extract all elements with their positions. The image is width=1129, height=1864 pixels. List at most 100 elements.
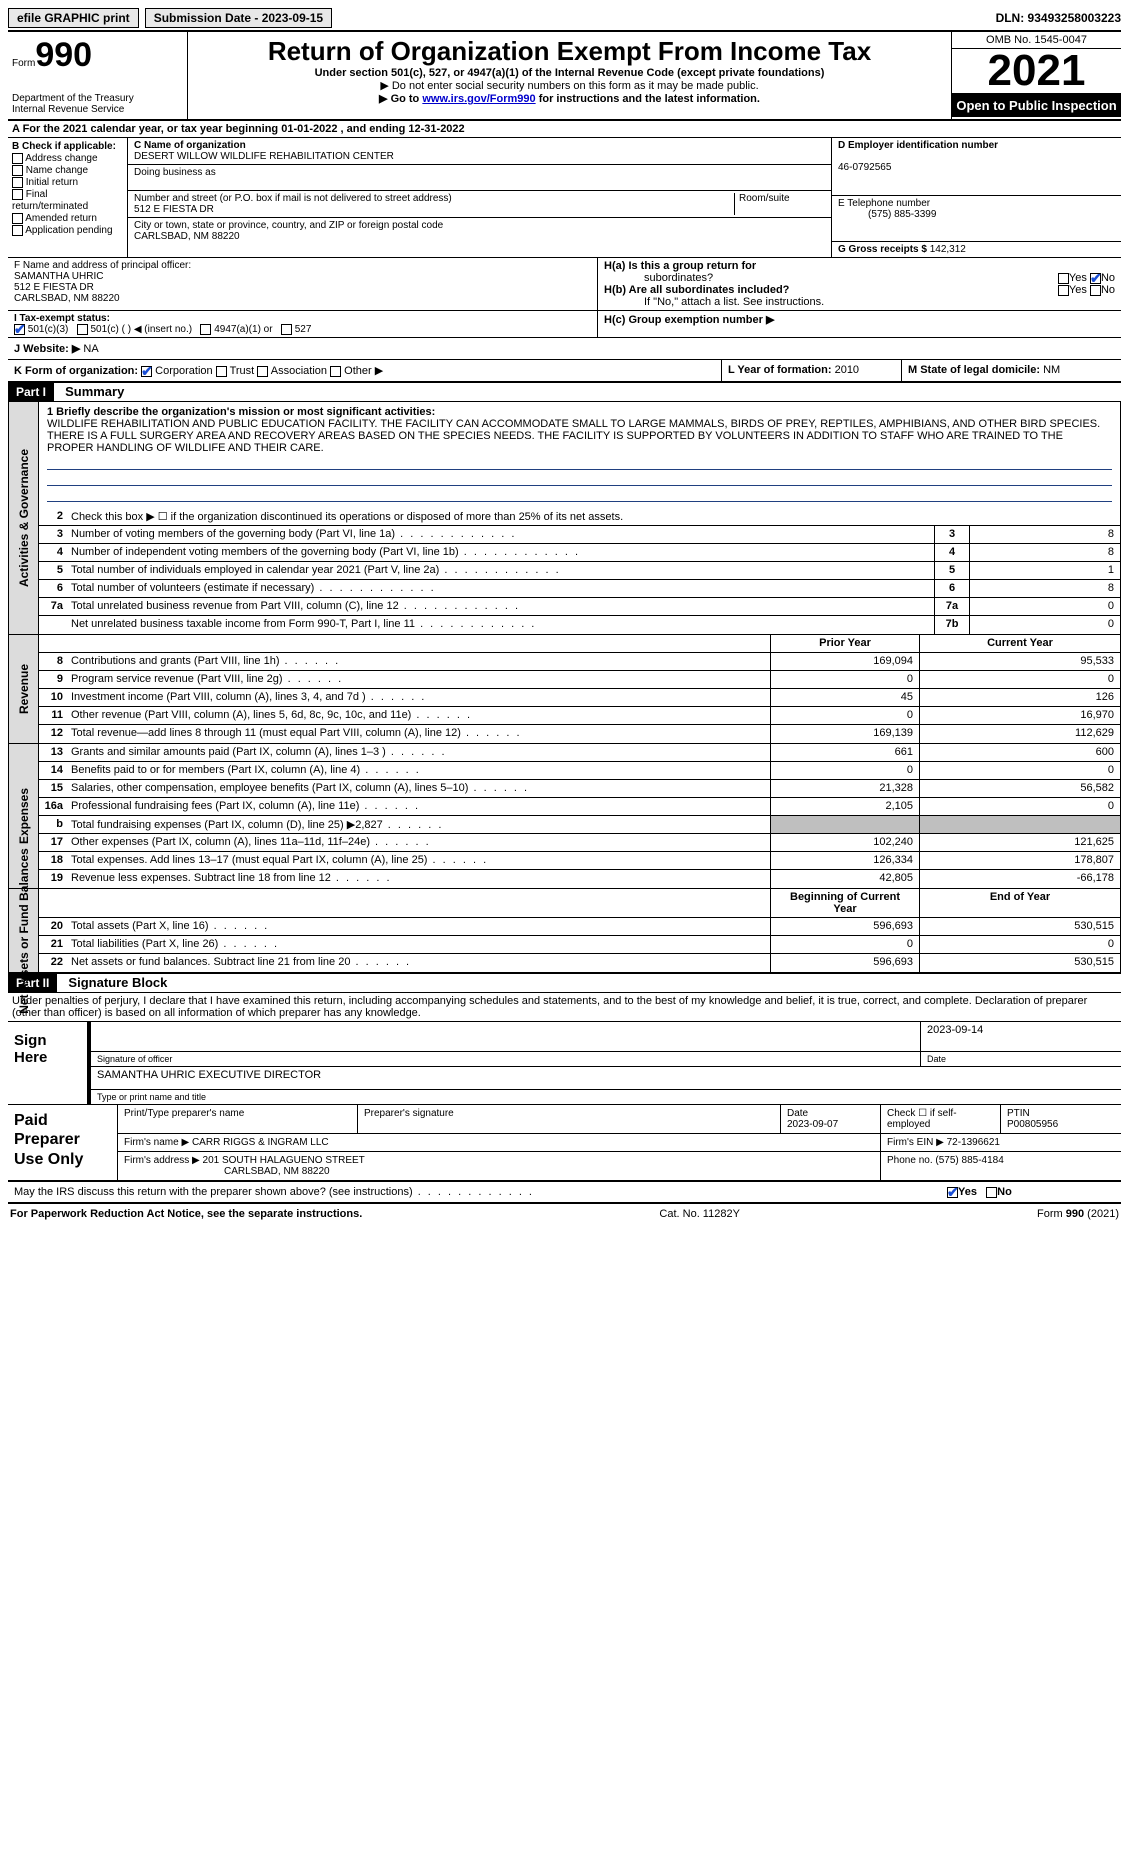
- firm-addr-label: Firm's address ▶: [124, 1155, 200, 1166]
- checkbox-501c[interactable]: [77, 324, 88, 335]
- side-revenue: Revenue: [9, 635, 39, 743]
- checkbox-app-pending[interactable]: [12, 225, 23, 236]
- footer-left: For Paperwork Reduction Act Notice, see …: [10, 1208, 362, 1220]
- lbl-trust: Trust: [230, 365, 255, 377]
- sign-here-label: Sign Here: [8, 1022, 88, 1104]
- side-exp-label: Expenses: [17, 788, 31, 844]
- side-gov-label: Activities & Governance: [17, 449, 31, 587]
- header-right: OMB No. 1545-0047 2021 Open to Public In…: [951, 32, 1121, 119]
- checkbox-trust[interactable]: [216, 366, 227, 377]
- footer-mid: Cat. No. 11282Y: [659, 1208, 740, 1220]
- ein-label: D Employer identification number: [838, 140, 998, 151]
- section-h: H(a) Is this a group return for subordin…: [598, 258, 1121, 310]
- efile-print-button[interactable]: efile GRAPHIC print: [8, 8, 139, 28]
- row-i-label: I Tax-exempt status:: [14, 313, 110, 324]
- table-row: 5Total number of individuals employed in…: [39, 562, 1120, 580]
- prep-date-header: Date: [787, 1108, 808, 1119]
- form-title: Return of Organization Exempt From Incom…: [192, 36, 947, 67]
- table-row: Net unrelated business taxable income fr…: [39, 616, 1120, 634]
- row-j: J Website: ▶ NA: [8, 338, 1121, 360]
- checkbox-corp[interactable]: [141, 366, 152, 377]
- col-begin-year: Beginning of Current Year: [770, 889, 920, 917]
- checkbox-amended-return[interactable]: [12, 213, 23, 224]
- lbl-name-change: Name change: [26, 165, 88, 176]
- lbl-501c3: 501(c)(3): [28, 324, 69, 335]
- website-value: NA: [83, 343, 98, 355]
- firm-phone: (575) 885-4184: [935, 1155, 1003, 1166]
- prep-selfemp: Check ☐ if self-employed: [881, 1105, 1001, 1133]
- checkbox-final-return[interactable]: [12, 189, 23, 200]
- table-row: 11Other revenue (Part VIII, column (A), …: [39, 707, 1120, 725]
- declaration-text: Under penalties of perjury, I declare th…: [8, 993, 1121, 1022]
- col-current-year: Current Year: [920, 635, 1120, 652]
- checkbox-501c3[interactable]: [14, 324, 25, 335]
- dln: DLN: 93493258003223: [996, 11, 1121, 25]
- header-left: Form990 Department of the Treasury Inter…: [8, 32, 188, 119]
- form-of-org: K Form of organization: Corporation Trus…: [8, 360, 721, 381]
- footer-right: Form 990 (2021): [1037, 1208, 1119, 1220]
- goto-post: for instructions and the latest informat…: [536, 93, 760, 105]
- row-a-tax-year: A For the 2021 calendar year, or tax yea…: [8, 121, 1121, 138]
- ha-yes-checkbox[interactable]: [1058, 273, 1069, 284]
- table-row: 19Revenue less expenses. Subtract line 1…: [39, 870, 1120, 888]
- table-row: 3Number of voting members of the governi…: [39, 526, 1120, 544]
- checkbox-4947[interactable]: [200, 324, 211, 335]
- form-header: Form990 Department of the Treasury Inter…: [8, 32, 1121, 121]
- lbl-initial-return: Initial return: [26, 177, 78, 188]
- page-footer: For Paperwork Reduction Act Notice, see …: [8, 1204, 1121, 1224]
- net-header-row: Beginning of Current Year End of Year: [39, 889, 1120, 918]
- expenses-body: 13Grants and similar amounts paid (Part …: [39, 744, 1120, 888]
- section-bcd: B Check if applicable: Address change Na…: [8, 138, 1121, 258]
- dept-treasury: Department of the Treasury: [12, 93, 183, 104]
- ein: 46-0792565: [838, 162, 891, 173]
- discuss-no-checkbox[interactable]: [986, 1187, 997, 1198]
- form-subtitle: Under section 501(c), 527, or 4947(a)(1)…: [192, 67, 947, 79]
- lbl-app-pending: Application pending: [25, 225, 112, 236]
- revenue-section: Revenue Prior Year Current Year 8Contrib…: [8, 635, 1121, 744]
- prep-date: 2023-09-07: [787, 1119, 838, 1130]
- ha-yes: Yes: [1069, 272, 1087, 284]
- firm-name-label: Firm's name ▶: [124, 1137, 189, 1148]
- checkbox-527[interactable]: [281, 324, 292, 335]
- column-b: B Check if applicable: Address change Na…: [8, 138, 128, 257]
- form-number: 990: [35, 36, 92, 74]
- table-row: 15Salaries, other compensation, employee…: [39, 780, 1120, 798]
- gross-receipts: 142,312: [930, 244, 966, 255]
- table-row: 8Contributions and grants (Part VIII, li…: [39, 653, 1120, 671]
- col-prior-year: Prior Year: [770, 635, 920, 652]
- signature-block: Under penalties of perjury, I declare th…: [8, 993, 1121, 1204]
- table-row: 10Investment income (Part VIII, column (…: [39, 689, 1120, 707]
- firm-addr1: 201 SOUTH HALAGUENO STREET: [203, 1155, 365, 1166]
- ha-no-checkbox[interactable]: [1090, 273, 1101, 284]
- preparer-block: Paid Preparer Use Only Print/Type prepar…: [8, 1105, 1121, 1182]
- part-1-title: Summary: [57, 384, 124, 399]
- officer-name: SAMANTHA UHRIC: [14, 271, 103, 282]
- preparer-body: Print/Type preparer's name Preparer's si…: [118, 1105, 1121, 1180]
- table-row: 6Total number of volunteers (estimate if…: [39, 580, 1120, 598]
- revenue-header-row: Prior Year Current Year: [39, 635, 1120, 653]
- mission-line2: [47, 472, 1112, 486]
- tax-year: 2021: [952, 49, 1121, 94]
- table-row: 9Program service revenue (Part VIII, lin…: [39, 671, 1120, 689]
- checkbox-assoc[interactable]: [257, 366, 268, 377]
- hb-yes-checkbox[interactable]: [1058, 285, 1069, 296]
- year-formation: L Year of formation: 2010: [721, 360, 901, 381]
- street: 512 E FIESTA DR: [134, 204, 214, 215]
- checkbox-address-change[interactable]: [12, 153, 23, 164]
- irs-link[interactable]: www.irs.gov/Form990: [422, 93, 535, 105]
- col-end-year: End of Year: [920, 889, 1120, 917]
- lbl-other: Other ▶: [344, 365, 383, 377]
- website-row: J Website: ▶ NA: [8, 338, 1121, 359]
- discuss-yes-checkbox[interactable]: [947, 1187, 958, 1198]
- hb-no-checkbox[interactable]: [1090, 285, 1101, 296]
- row-fh: F Name and address of principal officer:…: [8, 258, 1121, 311]
- row-i: I Tax-exempt status: 501(c)(3) 501(c) ( …: [8, 311, 1121, 338]
- part-2-header: Part II Signature Block: [8, 973, 1121, 993]
- hb-label: H(b) Are all subordinates included?: [604, 284, 789, 296]
- checkbox-initial-return[interactable]: [12, 177, 23, 188]
- gross-label: G Gross receipts $: [838, 244, 927, 255]
- checkbox-name-change[interactable]: [12, 165, 23, 176]
- table-row: 16aProfessional fundraising fees (Part I…: [39, 798, 1120, 816]
- sig-date-label: Date: [921, 1052, 1121, 1066]
- checkbox-other[interactable]: [330, 366, 341, 377]
